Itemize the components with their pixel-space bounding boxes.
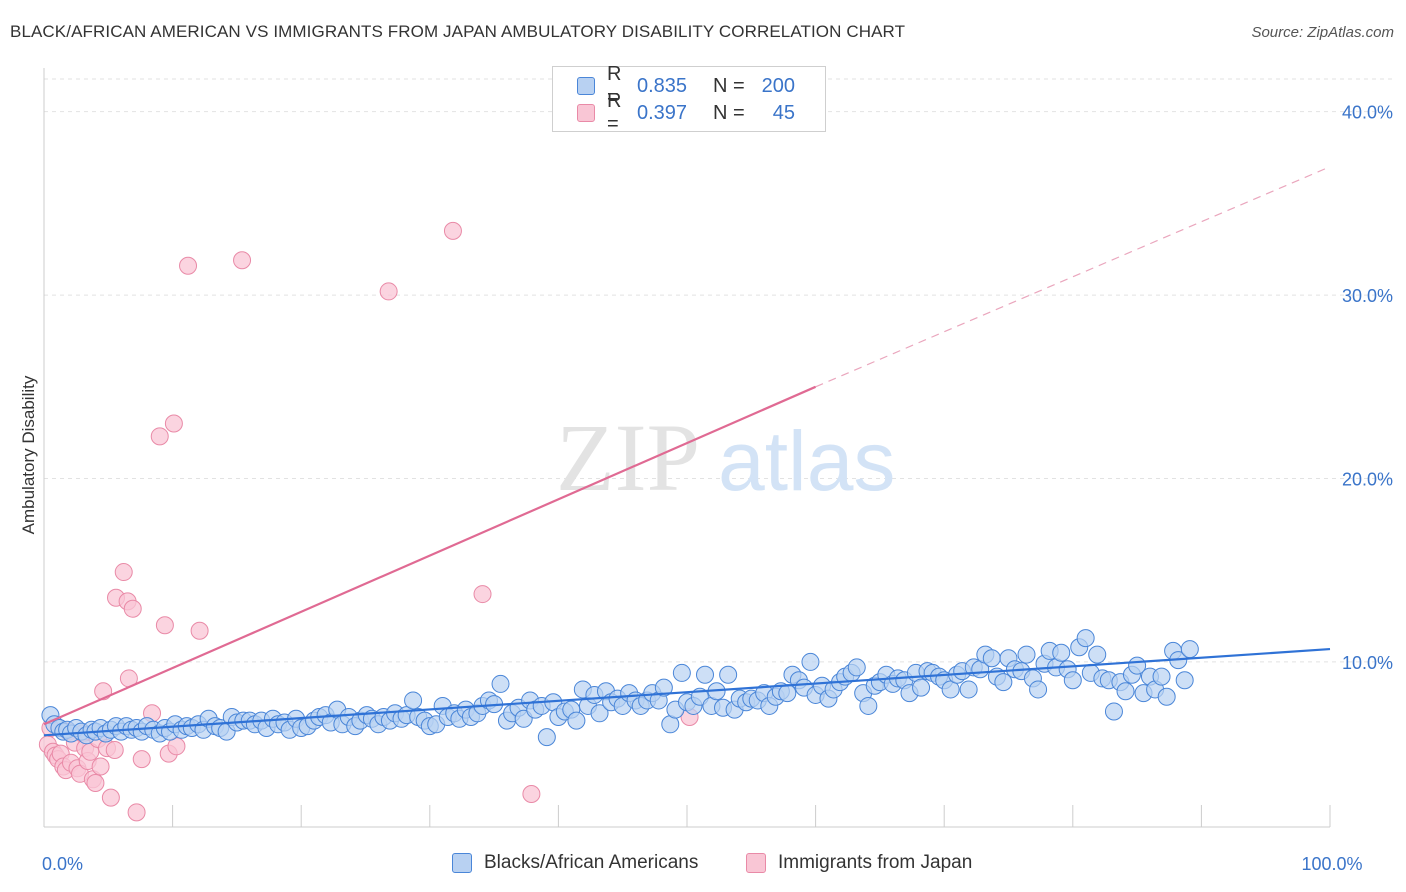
blacks-point [567, 711, 586, 730]
x-tick-label: 100.0% [1301, 854, 1362, 874]
x-tick-label: 0.0% [42, 854, 83, 874]
japan-point [473, 585, 492, 604]
blacks-point [1175, 671, 1194, 690]
japan-point [233, 251, 252, 270]
blacks-point [719, 665, 738, 684]
blacks-point [1152, 667, 1171, 686]
japan-point [443, 221, 462, 240]
blacks-point [1180, 640, 1199, 659]
legend-n-value: 200 [761, 74, 795, 97]
blacks-point [994, 673, 1013, 692]
blacks-point [696, 665, 715, 684]
bottom-legend-japan: Immigrants from Japan [746, 852, 972, 874]
legend-n-label: N = [713, 101, 745, 124]
blacks-point [1052, 643, 1071, 662]
blacks-point [654, 678, 673, 697]
grid-layer [44, 78, 1392, 663]
watermark-atlas: atlas [718, 414, 895, 508]
blacks-point [859, 696, 878, 715]
blacks-point [537, 728, 556, 747]
blacks-point [982, 649, 1001, 668]
blacks-point [1063, 671, 1082, 690]
bottom-legend-label: Blacks/African Americans [484, 852, 699, 873]
japan-point [101, 788, 120, 807]
chart-title: BLACK/AFRICAN AMERICAN VS IMMIGRANTS FRO… [10, 22, 906, 41]
japan-point [164, 414, 183, 433]
y-tick-label: 40.0% [1342, 103, 1393, 123]
blacks-point [1076, 629, 1095, 648]
legend-row-blacks: R = 0.835 N = 200 [577, 63, 795, 108]
japan-point [150, 427, 169, 446]
blacks-point [1157, 687, 1176, 706]
legend: R = 0.835 N = 200 R = 0.397 N = 45 [552, 63, 826, 135]
legend-r-value: 0.397 [637, 101, 688, 124]
japan-point [379, 282, 398, 301]
y-tick-label: 20.0% [1342, 470, 1393, 490]
legend-n-label: N = [713, 74, 745, 97]
trend-layer [43, 166, 1331, 737]
japan-point [190, 621, 209, 640]
japan-point [132, 750, 151, 769]
blacks-point [801, 652, 820, 671]
blacks-point [672, 663, 691, 682]
japan-point [86, 773, 105, 792]
blacks-point [590, 704, 609, 723]
blacks-point [404, 691, 423, 710]
blacks-point [1104, 702, 1123, 721]
legend-r-label: R = [607, 63, 622, 108]
blacks-point [912, 678, 931, 697]
japan-point [114, 563, 133, 582]
legend-n-value: 45 [772, 101, 795, 124]
legend-r-label: R = [607, 90, 622, 135]
points-layer [38, 221, 1199, 822]
y-tick-label: 10.0% [1342, 653, 1393, 673]
japan-trend-extension [815, 166, 1331, 388]
y-tick-label: 30.0% [1342, 286, 1393, 306]
japan-point [522, 784, 541, 803]
y-axis-title: Ambulatory Disability [19, 375, 38, 534]
bottom-legend-blacks: Blacks/African Americans [452, 852, 698, 874]
japan-point [91, 757, 110, 776]
legend-swatch-pink [577, 104, 595, 122]
blacks-point [959, 680, 978, 699]
japan-point [155, 616, 174, 635]
bottom-legend-swatch-blue [452, 853, 472, 873]
japan-trend-line [43, 385, 817, 726]
watermark-zip: ZIP [556, 404, 700, 511]
blacks-trend-line [43, 647, 1331, 737]
blacks-point [1029, 680, 1048, 699]
blacks-point [847, 658, 866, 677]
bottom-legend-swatch-pink [746, 853, 766, 873]
blacks-point [491, 674, 510, 693]
japan-point [127, 803, 146, 822]
watermark: ZIP atlas [556, 404, 895, 511]
legend-row-japan: R = 0.397 N = 45 [577, 90, 795, 135]
label-layer: 10.0% 20.0% 30.0% 40.0% 0.0% 100.0% Ambulatory… [19, 103, 1393, 874]
bottom-legend-label: Immigrants from Japan [778, 852, 973, 873]
source-label: Source: ZipAtlas.com [1251, 24, 1394, 41]
legend-r-value: 0.835 [637, 74, 688, 97]
blacks-point [1116, 682, 1135, 701]
japan-point [179, 256, 198, 275]
japan-point [105, 740, 124, 759]
blacks-point [1017, 645, 1036, 664]
japan-point [123, 599, 142, 618]
axis-layer [43, 68, 1331, 828]
legend-swatch-blue [577, 77, 595, 95]
blacks-point [1088, 645, 1107, 664]
bottom-legend: Blacks/African Americans Immigrants from… [0, 852, 1406, 878]
